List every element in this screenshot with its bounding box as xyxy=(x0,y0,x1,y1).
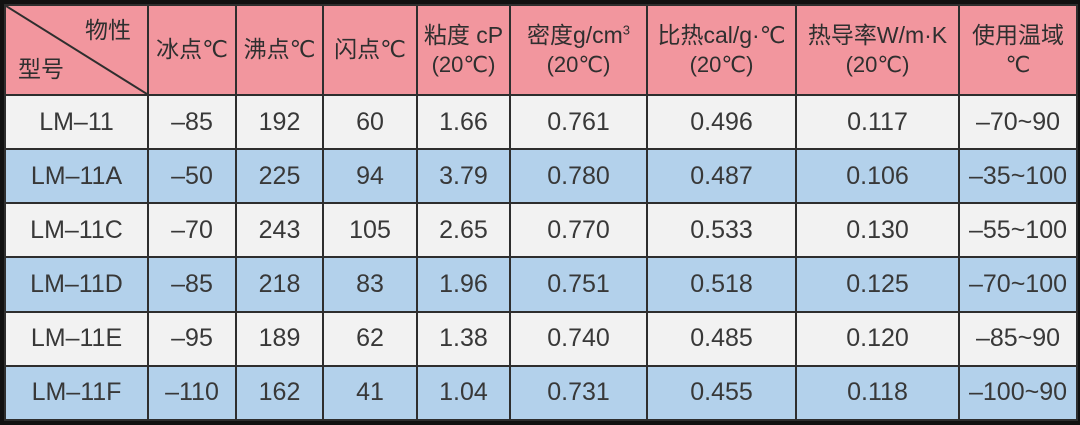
value-cell: 0.485 xyxy=(646,310,797,367)
table-row: LM–11D –85 218 83 1.96 0.751 0.518 0.125… xyxy=(4,256,1078,313)
value-cell: 0.533 xyxy=(646,202,797,259)
value-cell: 218 xyxy=(235,256,324,313)
value-cell: 0.731 xyxy=(509,364,648,422)
value-cell: 0.120 xyxy=(795,310,960,367)
value-cell: 3.79 xyxy=(416,148,511,205)
corner-label-property: 物性 xyxy=(85,17,131,43)
col-header-boiling-point: 沸点℃ xyxy=(235,4,324,96)
col-header-operating-range: 使用温域 ℃ xyxy=(958,4,1078,96)
spec-table: 物性 型号 冰点℃ 沸点℃ 闪点℃ 粘度 cP (20℃) 密度g/cm3 (2… xyxy=(4,4,1078,422)
value-cell: –100~90 xyxy=(958,364,1078,422)
value-cell: –35~100 xyxy=(958,148,1078,205)
value-cell: 83 xyxy=(322,256,418,313)
model-cell: LM–11 xyxy=(4,93,149,151)
value-cell: 225 xyxy=(235,148,324,205)
value-cell: 0.761 xyxy=(509,93,648,151)
col-header-specific-heat: 比热cal/g·℃ (20℃) xyxy=(646,4,797,96)
value-cell: 0.770 xyxy=(509,202,648,259)
superscript-3: 3 xyxy=(622,22,631,38)
table-row: LM–11A –50 225 94 3.79 0.780 0.487 0.106… xyxy=(4,148,1078,205)
table-row: LM–11 –85 192 60 1.66 0.761 0.496 0.117 … xyxy=(4,93,1078,151)
model-cell: LM–11A xyxy=(4,148,149,205)
col-header-thermal-conductivity: 热导率W/m·K (20℃) xyxy=(795,4,960,96)
col-header-freezing-point: 冰点℃ xyxy=(147,4,237,96)
table-row: LM–11F –110 162 41 1.04 0.731 0.455 0.11… xyxy=(4,364,1078,422)
value-cell: 0.118 xyxy=(795,364,960,422)
value-cell: 0.780 xyxy=(509,148,648,205)
value-cell: 243 xyxy=(235,202,324,259)
col-header-viscosity: 粘度 cP (20℃) xyxy=(416,4,511,96)
value-cell: 189 xyxy=(235,310,324,367)
value-cell: –70~100 xyxy=(958,256,1078,313)
model-cell: LM–11E xyxy=(4,310,149,367)
header-row: 物性 型号 冰点℃ 沸点℃ 闪点℃ 粘度 cP (20℃) 密度g/cm3 (2… xyxy=(4,4,1078,96)
model-cell: LM–11C xyxy=(4,202,149,259)
value-cell: –55~100 xyxy=(958,202,1078,259)
value-cell: 41 xyxy=(322,364,418,422)
value-cell: 2.65 xyxy=(416,202,511,259)
value-cell: 105 xyxy=(322,202,418,259)
value-cell: 60 xyxy=(322,93,418,151)
value-cell: 62 xyxy=(322,310,418,367)
value-cell: 0.125 xyxy=(795,256,960,313)
corner-header-cell: 物性 型号 xyxy=(4,4,149,96)
value-cell: –70~90 xyxy=(958,93,1078,151)
value-cell: 0.117 xyxy=(795,93,960,151)
table-row: LM–11C –70 243 105 2.65 0.770 0.533 0.13… xyxy=(4,202,1078,259)
value-cell: 0.487 xyxy=(646,148,797,205)
table-row: LM–11E –95 189 62 1.38 0.740 0.485 0.120… xyxy=(4,310,1078,367)
value-cell: 0.106 xyxy=(795,148,960,205)
col-header-density: 密度g/cm3 (20℃) xyxy=(509,4,648,96)
value-cell: 192 xyxy=(235,93,324,151)
col-header-flash-point: 闪点℃ xyxy=(322,4,418,96)
value-cell: 0.740 xyxy=(509,310,648,367)
value-cell: –95 xyxy=(147,310,237,367)
value-cell: 1.04 xyxy=(416,364,511,422)
diagonal-divider xyxy=(6,6,147,94)
value-cell: –70 xyxy=(147,202,237,259)
value-cell: 0.751 xyxy=(509,256,648,313)
model-cell: LM–11F xyxy=(4,364,149,422)
value-cell: 1.96 xyxy=(416,256,511,313)
value-cell: –85 xyxy=(147,93,237,151)
value-cell: 94 xyxy=(322,148,418,205)
value-cell: 0.130 xyxy=(795,202,960,259)
value-cell: 1.66 xyxy=(416,93,511,151)
value-cell: –85~90 xyxy=(958,310,1078,367)
value-cell: –85 xyxy=(147,256,237,313)
corner-label-model: 型号 xyxy=(18,56,64,83)
value-cell: 0.455 xyxy=(646,364,797,422)
value-cell: 1.38 xyxy=(416,310,511,367)
value-cell: –50 xyxy=(147,148,237,205)
model-cell: LM–11D xyxy=(4,256,149,313)
value-cell: –110 xyxy=(147,364,237,422)
value-cell: 0.518 xyxy=(646,256,797,313)
value-cell: 162 xyxy=(235,364,324,422)
value-cell: 0.496 xyxy=(646,93,797,151)
